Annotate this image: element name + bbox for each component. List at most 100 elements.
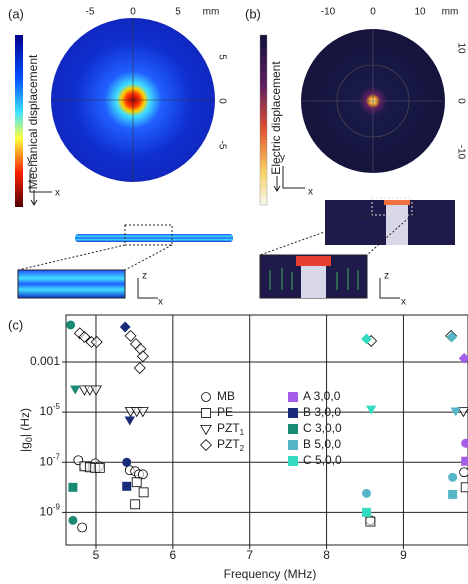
colorbar: [15, 35, 23, 207]
y-tick-label: 0.001: [30, 354, 60, 368]
side-tick: 5: [216, 54, 227, 60]
data-point: [68, 515, 78, 525]
x-tick-label: 6: [169, 548, 176, 562]
x-axis-label: Frequency (MHz): [224, 567, 317, 581]
data-point: [70, 385, 81, 395]
panel-c: (c) Frequency (MHz) |g0| (Hz) 5 6 7 8 910-91…: [8, 314, 468, 581]
axes-icon: [379, 278, 400, 299]
top-tick: 10: [414, 7, 426, 18]
side-tick: 10: [455, 42, 466, 54]
panel-b: (b) -10 0 10 mm 10 0 -10 Electric displa…: [245, 6, 466, 307]
data-point: [461, 456, 468, 466]
unit: mm: [203, 7, 220, 18]
data-point: [90, 385, 102, 396]
zoom-view: [17, 269, 126, 299]
data-point: [461, 438, 468, 448]
data-point: [362, 507, 372, 517]
y-tick-exponent: -7: [53, 452, 61, 461]
legend-text: MB: [217, 389, 235, 403]
data-point: [458, 352, 468, 364]
marker: [201, 408, 211, 418]
cavity: [301, 264, 326, 298]
legend-swatch: [288, 456, 298, 466]
side-tick: 0: [216, 98, 227, 104]
y-tick-base: 10: [40, 404, 54, 418]
data-point: [119, 321, 131, 333]
cross-section: [75, 234, 233, 242]
y-tick-label: 10-5: [40, 402, 61, 418]
axes-icon: [29, 170, 52, 193]
data-point: [361, 333, 372, 345]
axis-letter: z: [142, 271, 147, 282]
axis-letter: y: [280, 153, 285, 164]
data-point: [459, 467, 468, 478]
legend-label: B 5,0,0: [303, 437, 341, 451]
y-axis-label: |g0| (Hz): [18, 408, 34, 452]
electrode: [384, 200, 410, 205]
data-point: [133, 362, 146, 374]
colorbar-label: Mechanical displacement: [26, 54, 40, 189]
side-tick: -5: [216, 141, 227, 150]
data-point: [460, 482, 468, 493]
marker: [201, 392, 211, 402]
y-label-part: |g: [18, 442, 32, 452]
data-point: [365, 516, 376, 527]
y-tick-label: 10-7: [40, 452, 61, 468]
data-point: [448, 472, 458, 482]
data-layer: [66, 320, 468, 533]
y-label-part: | (Hz): [18, 408, 32, 437]
top-tick: 0: [370, 7, 376, 18]
legend-swatch: [288, 408, 298, 418]
data-point: [448, 489, 458, 499]
y-tick-exponent: -9: [53, 502, 61, 511]
data-point: [66, 320, 76, 330]
data-point: [122, 481, 132, 491]
zoom-line: [124, 244, 173, 271]
x-tick-label: 8: [323, 548, 330, 562]
y-tick-base: 10: [40, 454, 54, 468]
x-tick-label: 7: [246, 548, 253, 562]
top-tick: 0: [130, 7, 136, 18]
data-point: [450, 407, 461, 417]
legend-label: C 3,0,0: [303, 421, 342, 435]
axis-letter: y: [27, 155, 32, 166]
legend-sub: 1: [240, 428, 245, 437]
field-arrows: [269, 268, 359, 290]
unit: mm: [442, 7, 459, 18]
legend-sub: 2: [240, 444, 245, 453]
y-tick-label: 10-9: [40, 502, 61, 518]
marker: [200, 425, 212, 436]
legend-label: PZT2: [217, 437, 245, 453]
panel-label: (a): [8, 6, 24, 21]
data-point: [77, 522, 88, 533]
axis-letter: x: [401, 297, 406, 308]
x-tick-label: 5: [93, 548, 100, 562]
legend-label: C 5,0,0: [303, 453, 342, 467]
data-point: [78, 330, 91, 343]
side-tick: -10: [455, 145, 466, 160]
data-point: [124, 329, 137, 342]
legend-label: PE: [217, 405, 233, 419]
data-point: [122, 457, 132, 467]
top-tick: -5: [86, 7, 95, 18]
data-point: [73, 327, 86, 340]
legend-label: B 3,0,0: [303, 405, 341, 419]
legend-swatch: [288, 392, 298, 402]
data-point: [94, 462, 105, 473]
marker: [200, 439, 212, 451]
legend-swatch: [288, 440, 298, 450]
data-point: [446, 331, 458, 343]
legend-label: MB: [217, 389, 235, 403]
legend-label: A 3,0,0: [303, 389, 341, 403]
panel-label: (b): [245, 6, 261, 21]
axis-letter: x: [55, 188, 60, 199]
data-point: [90, 335, 103, 348]
top-tick: -10: [321, 7, 336, 18]
colorbar: [259, 34, 268, 206]
x-tick-label: 9: [400, 548, 407, 562]
zoom-box: [124, 224, 173, 246]
plot-frame: [65, 314, 468, 546]
data-point: [131, 477, 142, 488]
arrow: [273, 176, 281, 192]
